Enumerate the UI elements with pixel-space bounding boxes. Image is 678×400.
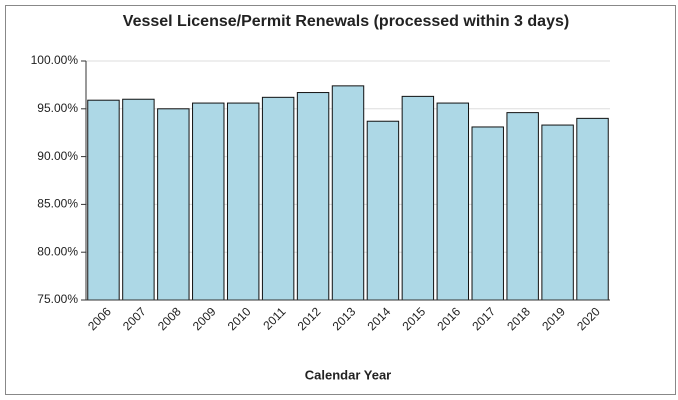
y-tick-label: 75.00% <box>37 292 78 306</box>
y-tick-label: 90.00% <box>37 149 78 163</box>
chart-title: Vessel License/Permit Renewals (processe… <box>123 13 569 30</box>
bar <box>296 92 330 301</box>
bar <box>87 99 120 301</box>
bar <box>471 126 504 301</box>
bar <box>436 102 470 301</box>
bar <box>576 117 609 301</box>
x-axis-title: Calendar Year <box>305 367 391 382</box>
bar <box>506 112 539 301</box>
bar <box>226 102 260 301</box>
bar <box>192 102 225 301</box>
bar <box>157 108 190 301</box>
y-tick-label: 85.00% <box>37 197 78 211</box>
bar <box>401 95 435 301</box>
y-tick-label: 80.00% <box>37 244 78 258</box>
bar <box>366 120 400 301</box>
bar <box>261 96 295 301</box>
bar <box>541 124 574 301</box>
y-tick-label: 100.00% <box>31 53 79 67</box>
y-tick-label: 95.00% <box>37 101 78 115</box>
bar <box>122 98 155 301</box>
bar <box>331 85 365 301</box>
